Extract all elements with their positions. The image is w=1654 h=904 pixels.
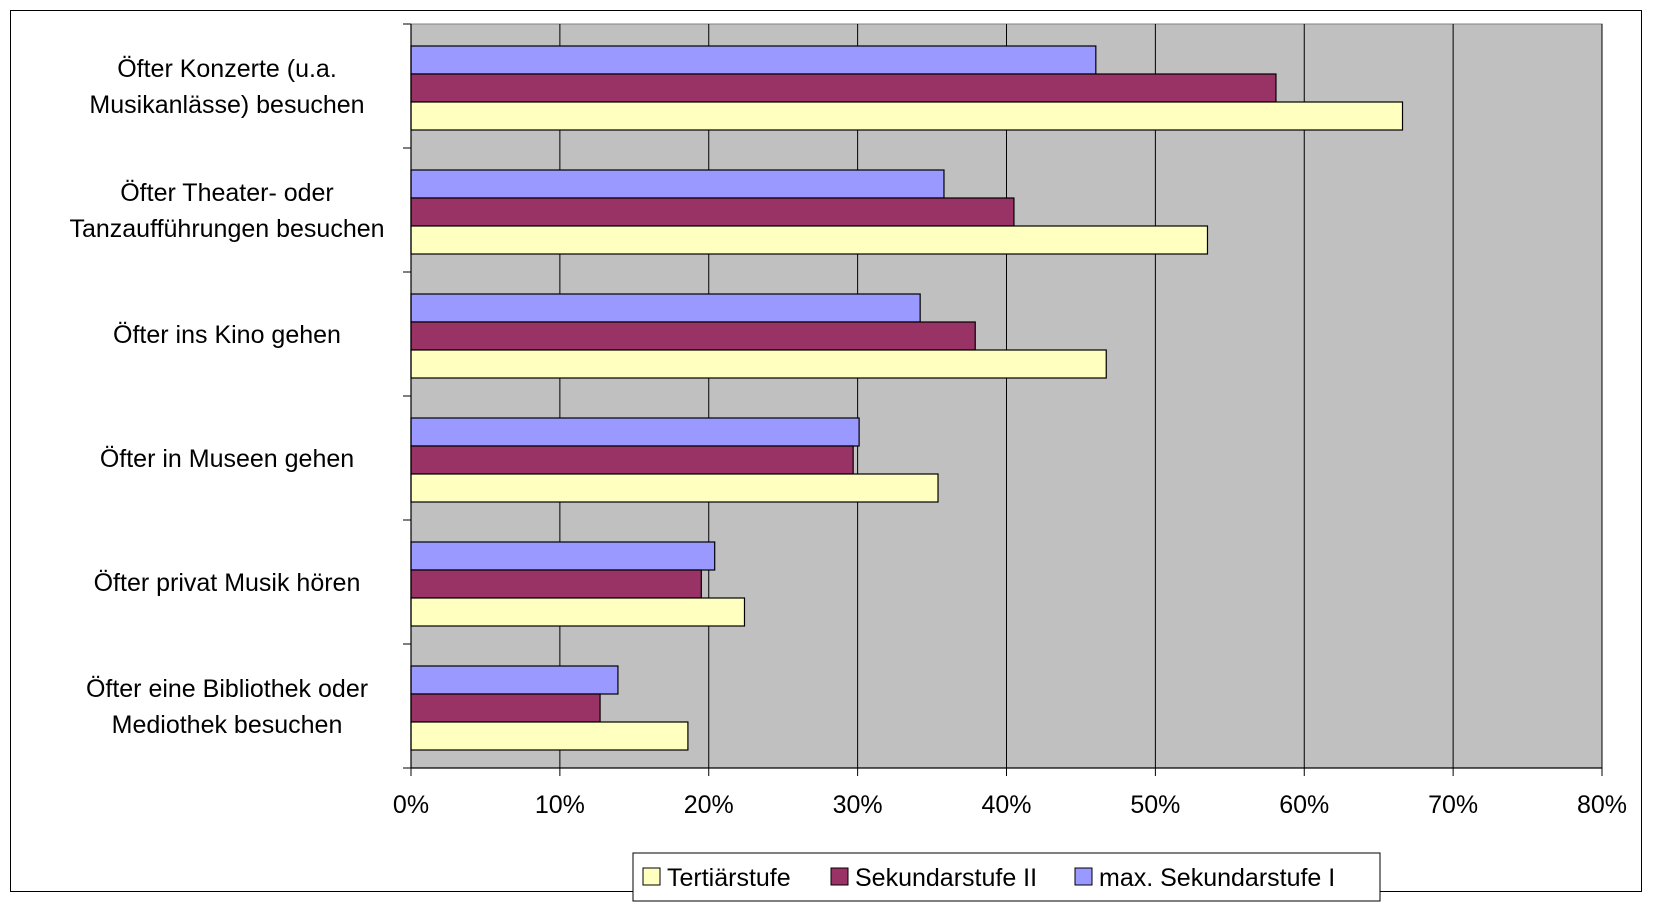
bar [410, 445, 854, 475]
legend-label: Tertiärstufe [667, 864, 791, 892]
category-label-line: Öfter Theater- oder [120, 179, 334, 207]
legend-swatch [830, 867, 849, 886]
bars [410, 45, 1404, 751]
category-label-line: Öfter in Museen gehen [100, 445, 354, 473]
legend-swatch [1074, 867, 1093, 886]
legend-label: max. Sekundarstufe I [1099, 864, 1335, 892]
legend-box [632, 852, 1381, 902]
category-label: Öfter eine Bibliothek oder Mediothek besu… [86, 675, 368, 739]
bar [410, 597, 746, 627]
category-label: Öfter Theater- oder Tanzaufführungen besu… [69, 179, 384, 243]
category-label: Öfter in Museen gehen [100, 445, 354, 473]
bar [410, 721, 689, 751]
bar [410, 225, 1209, 255]
bar [410, 45, 1097, 75]
bar [410, 541, 716, 571]
category-label-line: Öfter ins Kino gehen [113, 321, 341, 349]
x-tick-labels: 0% 10% 20% 30% 40% 50% 60% 70% 80% [393, 791, 1627, 819]
x-tick-label: 60% [1279, 791, 1329, 819]
category-label-line: Öfter eine Bibliothek oder [86, 675, 368, 703]
bar [410, 101, 1404, 131]
bar [410, 293, 921, 323]
x-tick-label: 40% [981, 791, 1031, 819]
axes [403, 23, 1603, 776]
bar [410, 197, 1015, 227]
x-tick-label: 50% [1130, 791, 1180, 819]
category-label-line: Öfter Konzerte (u.a. [117, 55, 337, 83]
bar [410, 349, 1107, 379]
x-tick-label: 20% [684, 791, 734, 819]
category-labels: Öfter Konzerte (u.a. Musikanlässe) besuch… [69, 55, 384, 739]
category-label-line: Öfter privat Musik hören [94, 569, 361, 597]
bar [410, 321, 976, 351]
bar [410, 417, 860, 447]
legend-label: Sekundarstufe II [855, 864, 1037, 892]
x-tick-label: 0% [393, 791, 429, 819]
category-label-line: Tanzaufführungen besuchen [69, 215, 384, 243]
bar [410, 73, 1277, 103]
category-label: Öfter privat Musik hören [94, 569, 361, 597]
category-label: Öfter Konzerte (u.a. Musikanlässe) besuch… [89, 55, 364, 119]
x-tick-label: 30% [833, 791, 883, 819]
legend: Tertiärstufe Sekundarstufe II max. Sekunda… [632, 852, 1381, 902]
category-label: Öfter ins Kino gehen [113, 321, 341, 349]
bar [410, 569, 702, 599]
x-tick-label: 70% [1428, 791, 1478, 819]
bar [410, 473, 939, 503]
bar [410, 665, 619, 695]
x-tick-label: 80% [1577, 791, 1627, 819]
bar [410, 693, 601, 723]
category-label-line: Musikanlässe) besuchen [89, 91, 364, 119]
x-tick-label: 10% [535, 791, 585, 819]
category-label-line: Mediothek besuchen [112, 711, 343, 739]
gridlines [410, 24, 1603, 768]
bar [410, 169, 945, 199]
legend-swatch [642, 867, 661, 886]
